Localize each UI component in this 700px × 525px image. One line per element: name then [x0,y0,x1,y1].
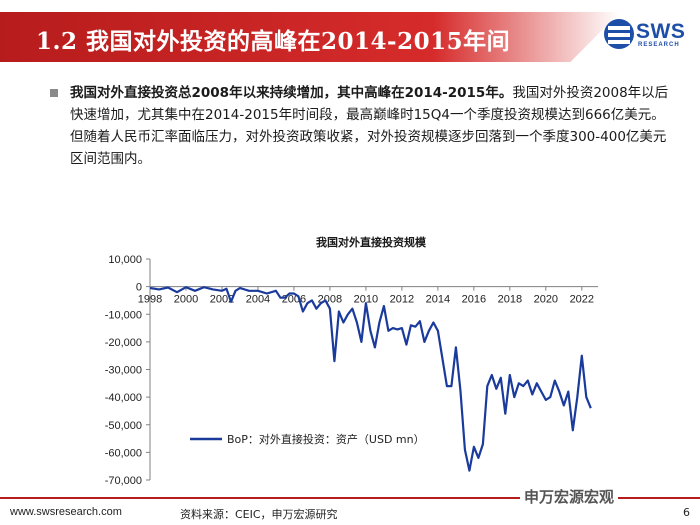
sws-logo-icon [604,19,634,49]
y-axis: 10,000 0 -10,000 -20,000 -30,000 -40,000 -50,0… [105,254,151,487]
x-tick-label: 2000 [174,294,198,306]
summary-bold: 我国对外直接投资总2008年以来持续增加，其中高峰在2014-2015年。 [70,85,513,101]
line-chart: 我国对外直接投资规模 10,000 0 -10,000 -20,000 -30,000 -… [105,235,598,487]
chart-container: 我国对外直接投资规模 10,000 0 -10,000 -20,000 -30,000 -… [0,225,700,495]
y-tick-label: 0 [136,282,142,294]
footer-url-link[interactable]: www.swsresearch.com [10,506,122,518]
x-axis: 1998 2000 2002 2004 2006 2008 2010 2012 2014 2016… [138,286,598,306]
y-tick-label: -30,000 [105,365,142,377]
series-group [149,286,592,472]
y-tick-label: -10,000 [105,309,142,321]
x-tick-label: 1998 [138,294,162,306]
legend-label: BoP：对外直接投资：资产（USD mn） [227,432,425,446]
bullet-icon [50,89,58,97]
x-tick-label: 2004 [246,294,270,306]
x-tick-label: 2014 [426,294,450,306]
footer-divider [0,497,700,499]
y-tick-label: -20,000 [105,337,142,349]
summary-text: 我国对外投资2008年以后快速增加，尤其集中在2014-2015年时间段，最高巅… [70,85,669,167]
x-tick-label: 2022 [570,294,594,306]
x-tick-label: 2016 [462,294,486,306]
y-tick-label: -60,000 [105,447,142,459]
x-tick-label: 2010 [354,294,378,306]
chart-title: 我国对外直接投资规模 [316,235,427,249]
y-tick-label: 10,000 [108,254,142,266]
legend: BoP：对外直接投资：资产（USD mn） [190,432,425,446]
footer-brand: 申万宏源宏观 [520,486,619,507]
series-line [149,286,592,472]
y-tick-label: -70,000 [105,475,142,487]
x-tick-label: 2018 [498,294,522,306]
x-tick-label: 2012 [390,294,414,306]
page-title: 1.2 我国对外投资的高峰在2014-2015年间 [36,28,511,55]
summary-paragraph: 我国对外直接投资总2008年以来持续增加，其中高峰在2014-2015年。我国对… [70,82,670,170]
logo-subtext: RESEARCH [638,42,680,48]
x-tick-label: 2020 [534,294,558,306]
x-tick-label: 2006 [282,294,306,306]
footer-source: 资料来源：CEIC，申万宏源研究 [180,508,338,521]
title-bar [0,12,620,62]
y-tick-label: -50,000 [105,420,142,432]
logo-text: SWS [636,20,686,43]
page-number: 6 [683,506,690,519]
y-tick-label: -40,000 [105,392,142,404]
